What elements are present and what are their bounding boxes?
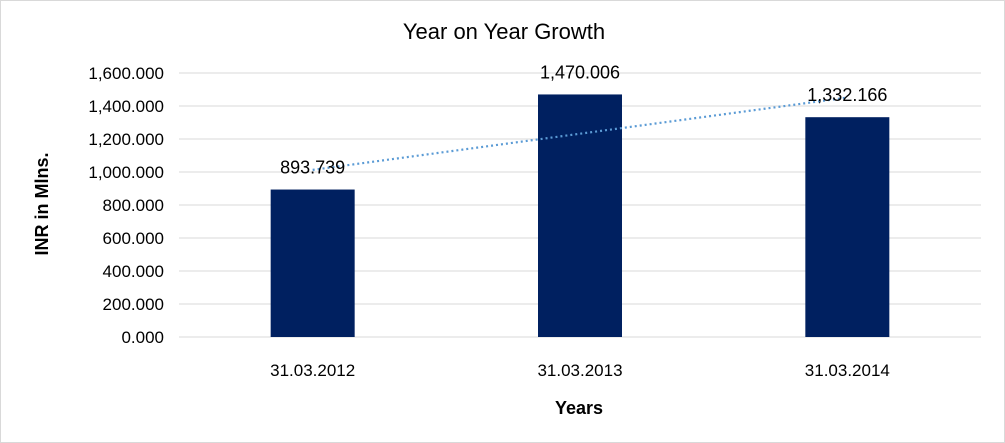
x-tick-labels: 31.03.2012 31.03.2013 31.03.2014	[270, 361, 890, 380]
y-tick-label: 1,400.000	[88, 97, 164, 116]
data-label: 893.739	[280, 158, 345, 178]
y-tick-label: 0.000	[121, 328, 164, 347]
data-label: 1,332.166	[807, 85, 887, 105]
y-tick-label: 1,200.000	[88, 130, 164, 149]
y-tick-label: 400.000	[103, 262, 164, 281]
y-tick-label: 1,000.000	[88, 163, 164, 182]
y-tick-labels: 0.000 200.000 400.000 600.000 800.000 1,000.0…	[88, 64, 164, 347]
data-labels: 893.739 1,470.006 1,332.166	[280, 62, 887, 177]
bars	[270, 94, 890, 338]
x-tick-label: 31.03.2012	[270, 361, 355, 380]
x-tick-label: 31.03.2014	[805, 361, 890, 380]
y-tick-label: 200.000	[103, 295, 164, 314]
bar	[270, 189, 355, 337]
x-tick-label: 31.03.2013	[537, 361, 622, 380]
y-tick-label: 800.000	[103, 196, 164, 215]
bar	[538, 94, 622, 338]
data-label: 1,470.006	[540, 62, 620, 82]
bar	[805, 117, 890, 337]
x-axis-title: Years	[555, 398, 603, 418]
y-tick-label: 600.000	[103, 229, 164, 248]
chart-title: Year on Year Growth	[403, 19, 605, 44]
y-axis-title: INR in Mlns.	[32, 153, 52, 256]
y-tick-label: 1,600.000	[88, 64, 164, 83]
